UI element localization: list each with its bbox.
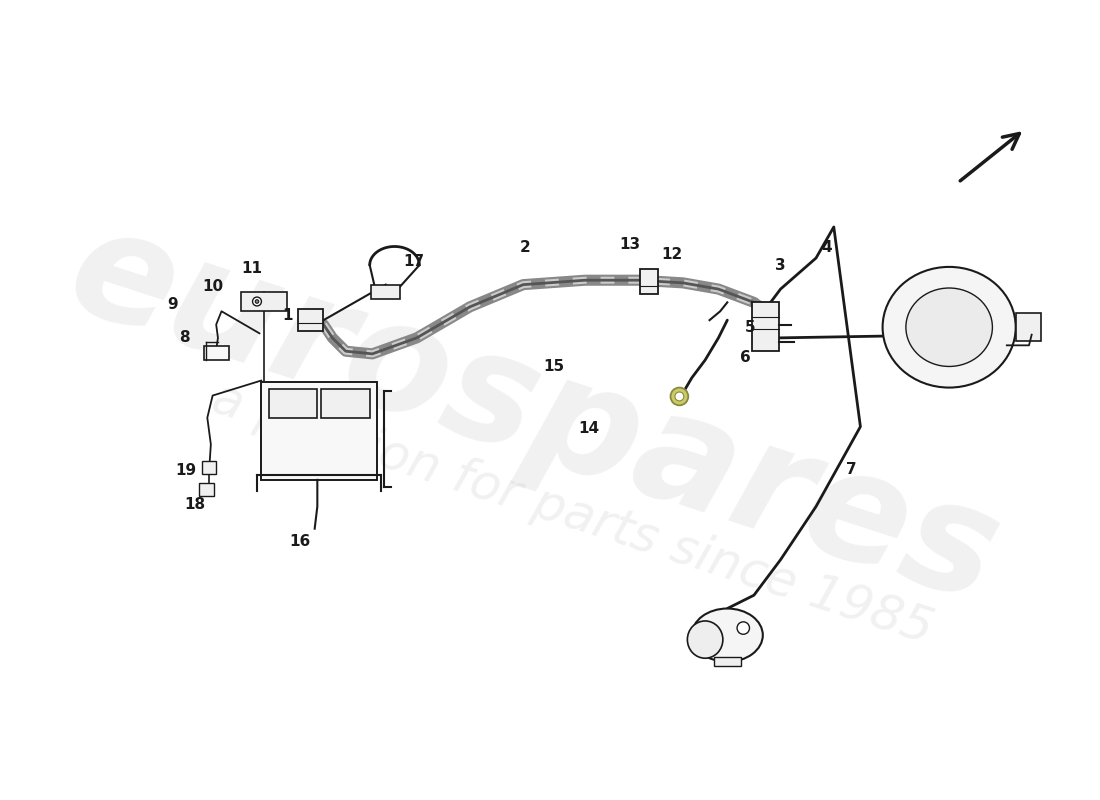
Text: 2: 2 <box>519 240 530 255</box>
Text: 17: 17 <box>404 254 425 269</box>
Ellipse shape <box>906 288 992 366</box>
Text: 7: 7 <box>846 462 857 477</box>
Circle shape <box>675 392 684 401</box>
Ellipse shape <box>882 267 1015 387</box>
Ellipse shape <box>692 609 762 662</box>
Bar <box>640 269 658 294</box>
Text: 10: 10 <box>202 279 223 294</box>
Bar <box>262 382 377 480</box>
Text: 9: 9 <box>167 297 178 312</box>
Bar <box>714 658 740 666</box>
Text: 13: 13 <box>619 238 640 252</box>
Text: 14: 14 <box>579 421 600 436</box>
Text: eurospares: eurospares <box>52 194 1016 634</box>
Text: 5: 5 <box>745 320 756 334</box>
Bar <box>268 390 317 418</box>
Text: 12: 12 <box>662 247 683 262</box>
Text: 19: 19 <box>175 463 197 478</box>
Bar <box>321 390 370 418</box>
Circle shape <box>671 387 689 406</box>
Circle shape <box>253 297 262 306</box>
Bar <box>298 310 322 330</box>
Text: 6: 6 <box>739 350 750 365</box>
Bar <box>372 285 400 299</box>
Bar <box>752 302 779 351</box>
Bar <box>202 462 217 474</box>
Text: 11: 11 <box>241 261 262 276</box>
Text: a passion for parts since 1985: a passion for parts since 1985 <box>207 374 939 653</box>
Text: 3: 3 <box>776 258 785 273</box>
Circle shape <box>255 300 258 303</box>
Text: 4: 4 <box>822 240 832 255</box>
Circle shape <box>737 622 749 634</box>
Ellipse shape <box>688 621 723 658</box>
Text: 8: 8 <box>179 330 189 346</box>
Text: 16: 16 <box>289 534 310 550</box>
Text: 18: 18 <box>185 498 206 512</box>
Bar <box>199 483 213 496</box>
Text: 15: 15 <box>542 358 564 374</box>
Bar <box>241 292 287 311</box>
Text: 1: 1 <box>283 308 294 323</box>
Bar <box>204 346 229 360</box>
Bar <box>1015 313 1041 342</box>
